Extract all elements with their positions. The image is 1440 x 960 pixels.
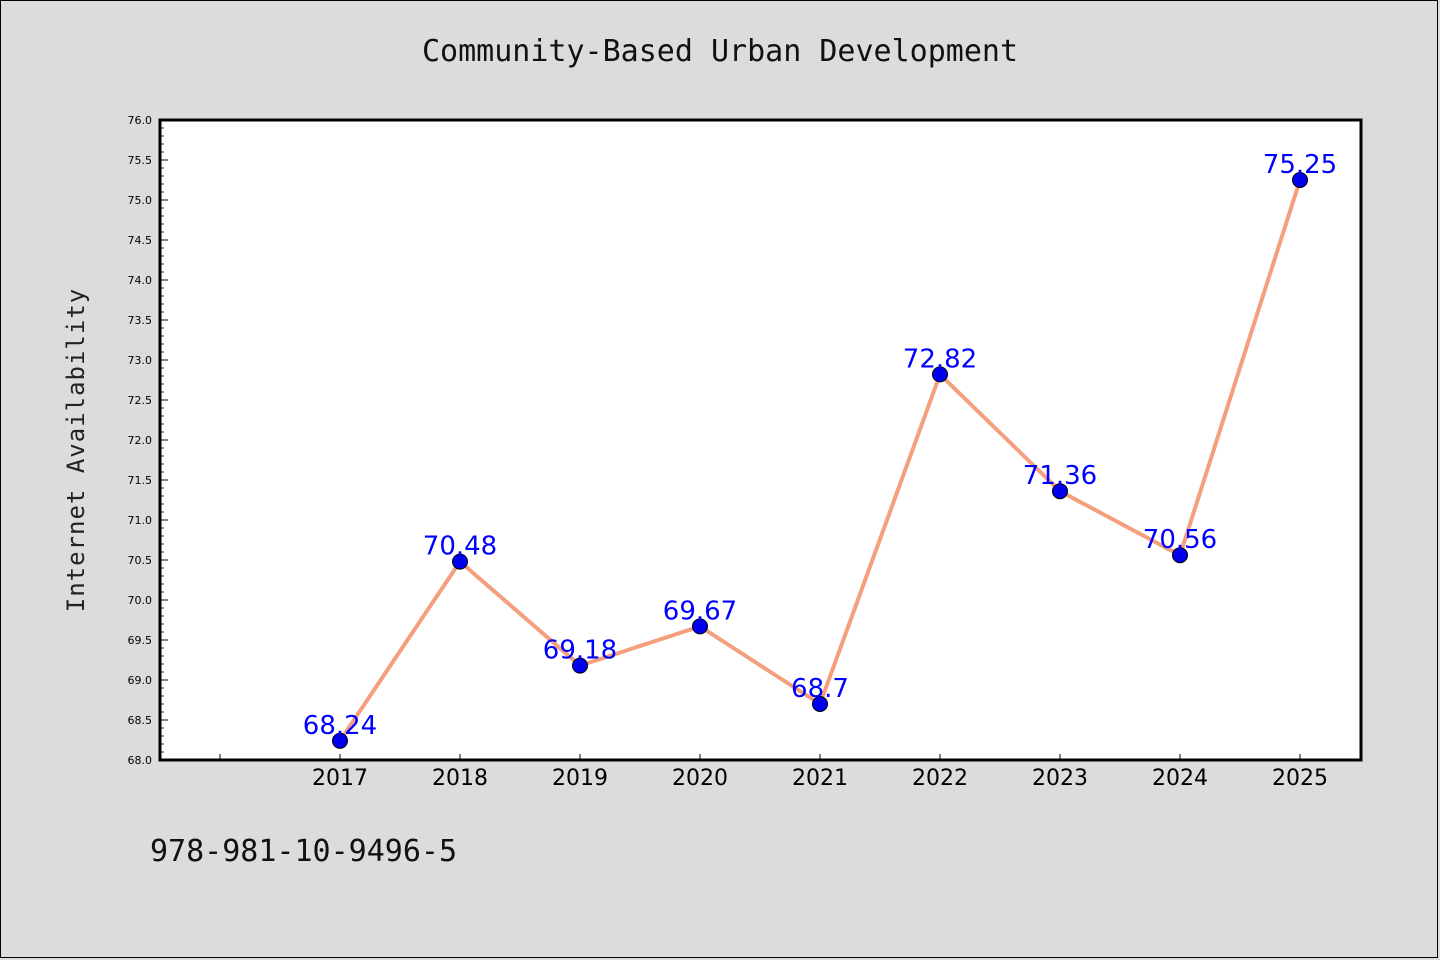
x-axis: 2017 2018 2019 2020 2021 2022 2023 2024 2025 [219, 754, 1328, 791]
x-tick-label: 2021 [792, 766, 848, 791]
data-point [1052, 483, 1068, 500]
y-tick-label: 70.0 [128, 594, 153, 607]
x-tick-label: 2019 [552, 766, 608, 791]
x-tick-label: 2023 [1032, 766, 1088, 791]
y-tick-label: 68.5 [128, 714, 153, 727]
data-point [332, 732, 348, 749]
y-axis: 68.0 68.5 69.0 69.5 70.0 70.5 71.0 71.5 72.0 72.5… [128, 114, 168, 767]
y-tick-label: 74.0 [128, 274, 153, 287]
y-tick-label: 74.5 [128, 234, 153, 247]
data-label: 70.56 [1143, 525, 1217, 555]
y-tick-label: 72.0 [128, 434, 153, 447]
x-tick-label: 2025 [1272, 766, 1328, 791]
y-tick-label: 73.5 [128, 314, 153, 327]
y-tick-label: 69.0 [128, 674, 153, 687]
y-tick-label: 68.0 [128, 754, 153, 767]
x-tick-label: 2024 [1152, 766, 1208, 791]
series: 68.24 70.48 69.18 69.67 68.7 72.82 71.36 70.56 7… [303, 150, 1337, 749]
data-label: 69.67 [663, 596, 737, 626]
data-point [572, 657, 588, 674]
data-label: 75.25 [1263, 150, 1337, 180]
y-tick-label: 75.5 [128, 154, 153, 167]
data-point [692, 618, 708, 635]
y-tick-label: 69.5 [128, 634, 153, 647]
x-tick-label: 2020 [672, 766, 728, 791]
data-point [1292, 172, 1308, 188]
chart-title: Community-Based Urban Development [421, 34, 1019, 69]
data-label: 70.48 [423, 532, 497, 562]
data-point [452, 553, 468, 570]
data-label: 68.7 [791, 674, 849, 704]
isbn-text: 978-981-10-9496-5 [150, 834, 458, 869]
y-tick-label: 71.0 [128, 514, 153, 527]
y-tick-label: 73.0 [128, 354, 153, 367]
plot-area [158, 118, 1363, 762]
x-tick-label: 2022 [912, 766, 968, 791]
x-tick-label: 2017 [312, 766, 368, 791]
data-label: 71.36 [1023, 461, 1097, 491]
y-tick-label: 70.5 [128, 554, 153, 567]
data-label: 69.18 [543, 636, 617, 666]
y-tick-label: 76.0 [128, 114, 153, 127]
data-point [812, 696, 828, 712]
data-point [932, 366, 948, 383]
x-tick-label: 2018 [432, 766, 488, 791]
data-label: 72.82 [903, 344, 977, 374]
y-tick-label: 72.5 [128, 394, 153, 407]
data-label: 68.24 [303, 711, 377, 741]
data-point [1172, 547, 1188, 564]
y-tick-label: 75.0 [128, 194, 153, 207]
y-tick-label: 71.5 [128, 474, 153, 487]
